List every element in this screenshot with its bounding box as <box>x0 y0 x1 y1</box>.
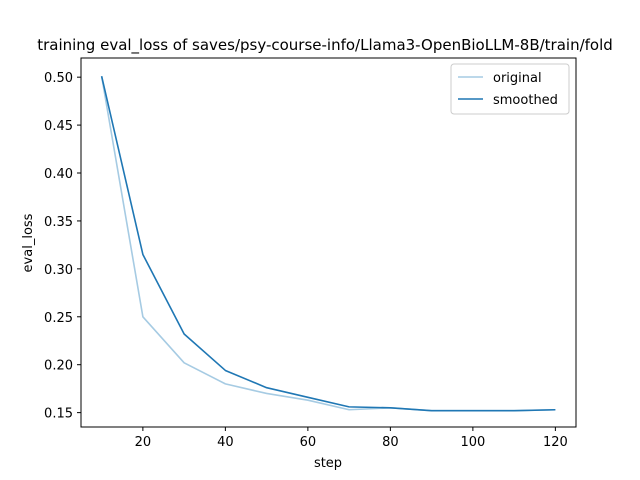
x-tick-label: 100 <box>460 435 485 450</box>
y-tick-label: 0.35 <box>44 215 73 230</box>
legend-label-original: original <box>493 71 542 86</box>
y-tick-label: 0.20 <box>44 359 73 374</box>
x-axis: 20 40 60 80 100 120 <box>135 427 568 450</box>
legend: original smoothed <box>450 63 570 115</box>
y-tick-label: 0.15 <box>44 407 73 422</box>
plot-area <box>80 57 577 428</box>
y-tick-label: 0.40 <box>44 167 73 182</box>
x-axis-label: step <box>314 456 342 471</box>
series-line-smoothed <box>100 76 556 412</box>
x-tick-label: 80 <box>382 435 399 450</box>
x-tick-label: 120 <box>543 435 568 450</box>
legend-label-smoothed: smoothed <box>493 93 558 108</box>
x-tick-label: 20 <box>135 435 152 450</box>
chart-title: training eval_loss of saves/psy-course-i… <box>37 36 613 55</box>
x-tick-label: 60 <box>300 435 317 450</box>
y-tick-label: 0.50 <box>44 71 73 86</box>
y-axis: 0.15 0.20 0.25 0.30 0.35 0.40 0.45 0.50 <box>44 71 81 422</box>
axes-frame <box>80 57 577 428</box>
y-tick-label: 0.45 <box>44 119 73 134</box>
x-tick-label: 40 <box>217 435 234 450</box>
y-axis-label: eval_loss <box>21 213 36 272</box>
y-tick-label: 0.30 <box>44 263 73 278</box>
y-tick-label: 0.25 <box>44 311 73 326</box>
